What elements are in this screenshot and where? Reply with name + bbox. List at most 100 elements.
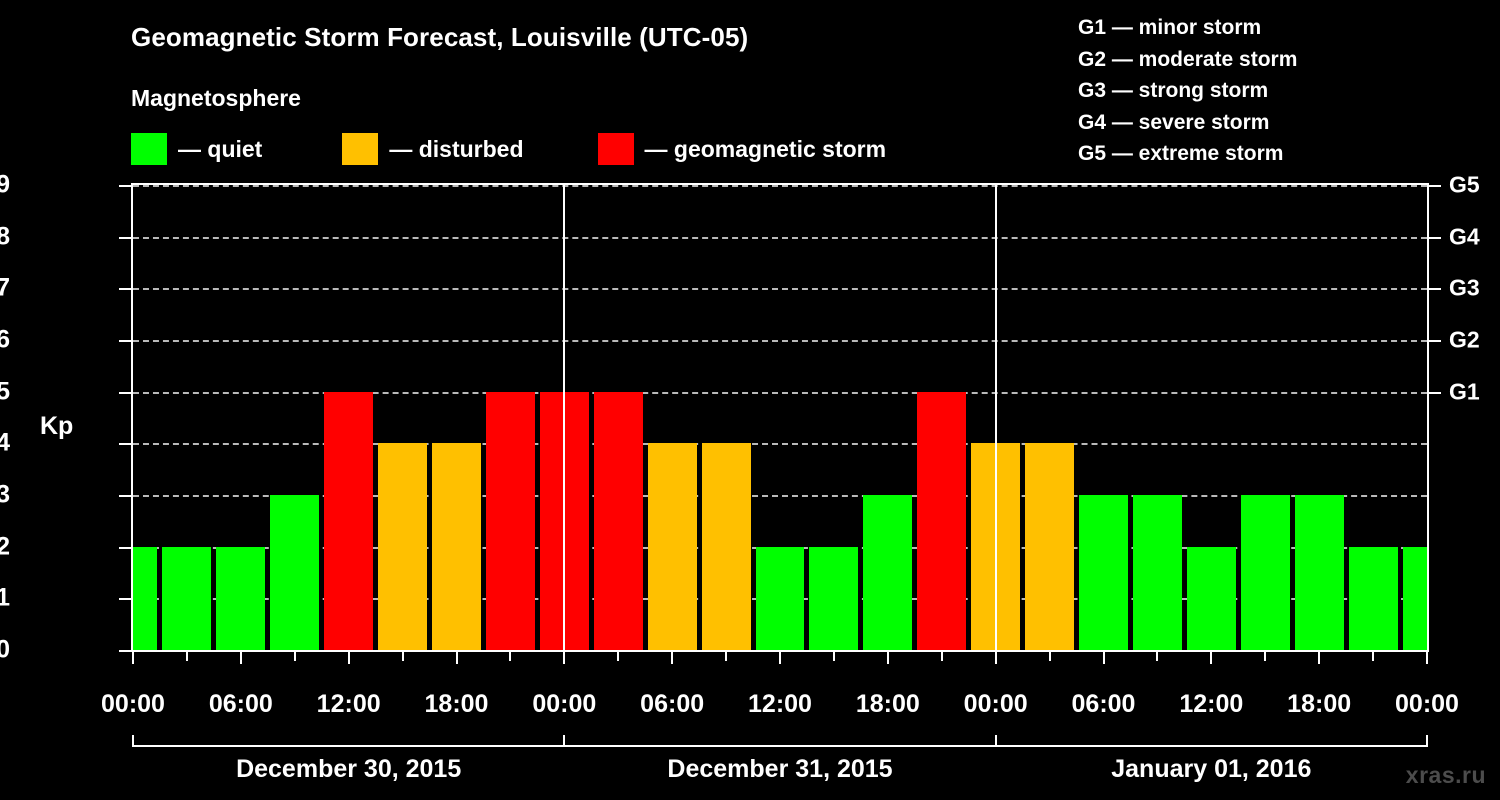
x-tick-label: 12:00 bbox=[316, 690, 381, 718]
x-tick-mark bbox=[185, 652, 188, 661]
bar bbox=[1025, 443, 1075, 650]
x-tick-mark bbox=[509, 652, 512, 661]
y-tick-label: 5 bbox=[0, 377, 10, 406]
x-tick-label: 06:00 bbox=[208, 690, 273, 718]
y-tick-label: 9 bbox=[0, 170, 10, 199]
bar bbox=[1132, 495, 1182, 650]
bar bbox=[593, 391, 643, 650]
bar bbox=[647, 443, 697, 650]
x-tick-mark bbox=[563, 652, 566, 664]
bar bbox=[216, 546, 266, 650]
gridline bbox=[133, 340, 1427, 342]
g-tick-mark bbox=[1429, 236, 1441, 239]
x-tick-mark bbox=[1264, 652, 1267, 661]
x-tick-mark bbox=[132, 652, 134, 664]
legend-item-quiet: — quiet bbox=[131, 133, 262, 165]
day-separator bbox=[994, 185, 997, 650]
day-bracket-tick bbox=[132, 735, 134, 747]
x-tick-mark bbox=[1372, 652, 1375, 661]
x-tick-label: 00:00 bbox=[1395, 690, 1459, 718]
orange-square-swatch bbox=[342, 133, 379, 165]
y-tick-label: 2 bbox=[0, 532, 10, 561]
bar bbox=[1186, 546, 1236, 650]
y-tick-mark bbox=[119, 546, 131, 549]
bar bbox=[432, 443, 481, 650]
bar bbox=[485, 391, 535, 650]
x-tick-mark bbox=[725, 652, 728, 661]
day-label: January 01, 2016 bbox=[1111, 755, 1312, 783]
gridline bbox=[133, 236, 1427, 239]
y-tick-mark bbox=[119, 650, 131, 652]
day-bracket-tick bbox=[563, 735, 566, 747]
gridline bbox=[133, 185, 1427, 187]
y-tick-mark bbox=[119, 288, 131, 291]
legend-heading: Magnetosphere bbox=[131, 85, 301, 111]
y-tick-mark bbox=[119, 340, 131, 342]
y-tick-label: 3 bbox=[0, 480, 10, 509]
x-tick-mark bbox=[1102, 652, 1105, 664]
day-bracket-line bbox=[995, 745, 1427, 747]
bar bbox=[755, 546, 805, 650]
gridline bbox=[133, 495, 1427, 497]
day-label: December 30, 2015 bbox=[236, 755, 462, 783]
g-tick-label: G3 bbox=[1449, 274, 1480, 301]
legend-item-storm: — geomagnetic storm bbox=[597, 133, 887, 165]
g-scale-key-line: G4 — severe storm bbox=[1078, 110, 1270, 134]
g-scale-key-line: G5 — extreme storm bbox=[1078, 142, 1284, 165]
watermark: xras.ru bbox=[1405, 762, 1486, 788]
gridline bbox=[133, 391, 1427, 394]
y-tick-mark bbox=[119, 236, 131, 239]
bar bbox=[1294, 495, 1344, 650]
day-bracket-line bbox=[564, 745, 996, 747]
g-tick-mark bbox=[1429, 288, 1441, 291]
bar bbox=[324, 391, 374, 650]
x-tick-label: 18:00 bbox=[424, 690, 489, 718]
day-label: December 31, 2015 bbox=[667, 755, 893, 783]
g-tick-label: G4 bbox=[1449, 223, 1480, 250]
g-tick-label: G5 bbox=[1449, 171, 1480, 198]
x-tick-mark bbox=[994, 652, 997, 664]
y-tick-label: 7 bbox=[0, 273, 10, 302]
x-tick-mark bbox=[1210, 652, 1213, 664]
bar bbox=[162, 546, 212, 650]
y-tick-mark bbox=[119, 443, 131, 446]
legend-item-label: — disturbed bbox=[389, 135, 524, 162]
page-title: Geomagnetic Storm Forecast, Louisville (… bbox=[131, 22, 749, 52]
day-separator bbox=[563, 185, 566, 650]
day-bracket-tick bbox=[563, 735, 566, 747]
bar bbox=[378, 443, 428, 650]
g-tick-label: G2 bbox=[1449, 326, 1480, 353]
y-tick-label: 8 bbox=[0, 222, 10, 251]
red-square-swatch bbox=[597, 133, 634, 165]
x-tick-mark bbox=[1156, 652, 1159, 661]
x-tick-mark bbox=[1318, 652, 1321, 664]
legend-item-label: — quiet bbox=[178, 135, 263, 162]
x-tick-mark bbox=[239, 652, 242, 664]
y-tick-label: 1 bbox=[0, 583, 10, 612]
legend-item-label: — geomagnetic storm bbox=[644, 135, 887, 162]
day-bracket-line bbox=[133, 745, 565, 747]
x-tick-label: 12:00 bbox=[1179, 690, 1244, 718]
x-tick-mark bbox=[347, 652, 350, 664]
x-tick-mark bbox=[617, 652, 620, 661]
x-tick-label: 06:00 bbox=[640, 690, 705, 718]
bar bbox=[917, 391, 967, 650]
bar bbox=[1402, 546, 1427, 650]
bar bbox=[270, 495, 320, 650]
x-tick-label: 00:00 bbox=[532, 690, 597, 718]
plot-area bbox=[131, 183, 1429, 652]
bar bbox=[1079, 495, 1128, 650]
plot-inner bbox=[133, 185, 1427, 650]
y-tick-label: 4 bbox=[0, 428, 10, 457]
g-tick-mark bbox=[1429, 185, 1441, 187]
y-tick-mark bbox=[119, 495, 131, 497]
gridline bbox=[133, 288, 1427, 291]
g-scale-key-line: G1 — minor storm bbox=[1078, 16, 1262, 39]
bar bbox=[701, 443, 751, 650]
x-tick-label: 12:00 bbox=[748, 690, 812, 718]
g-scale-key: G1 — minor storm G2 — moderate storm G3 … bbox=[1078, 12, 1297, 170]
x-tick-label: 00:00 bbox=[963, 690, 1028, 718]
x-tick-mark bbox=[886, 652, 889, 664]
day-bracket-tick bbox=[1426, 735, 1428, 747]
